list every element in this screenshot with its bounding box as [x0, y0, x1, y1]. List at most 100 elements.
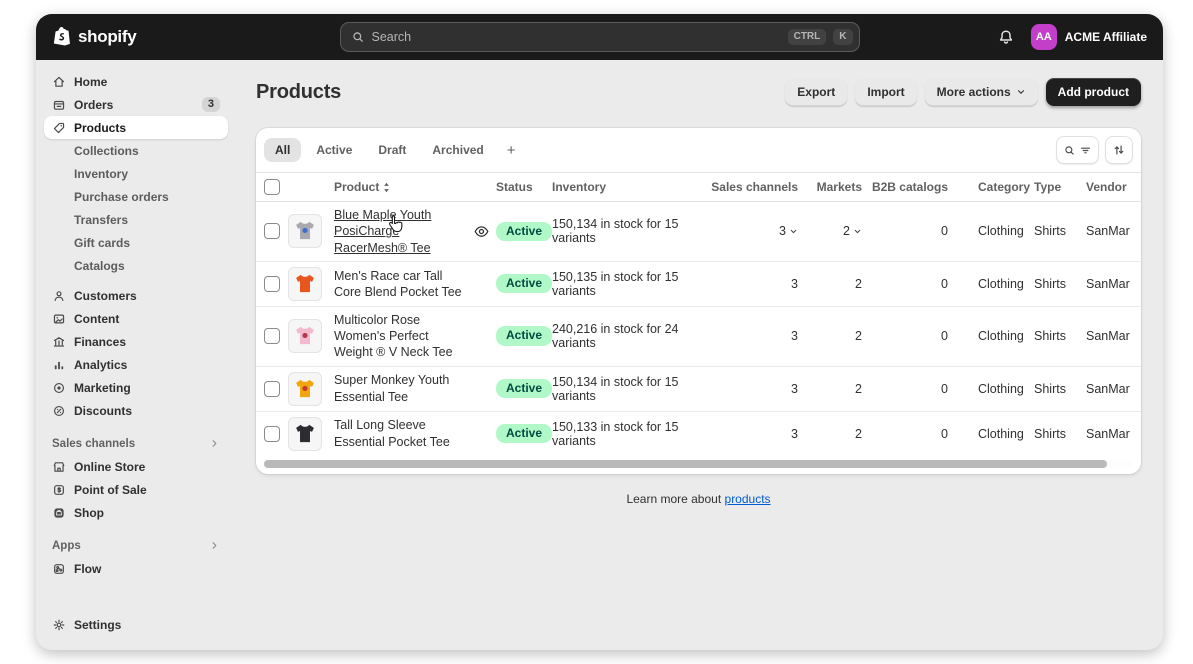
preview-eye-icon[interactable]: [473, 223, 490, 240]
products-table-card: All Active Draft Archived +: [256, 128, 1141, 474]
b2b-catalogs-cell: 0: [941, 224, 948, 239]
row-checkbox[interactable]: [264, 380, 280, 397]
sidebar-section-sales-channels[interactable]: Sales channels: [44, 432, 228, 455]
markets-cell[interactable]: 2: [855, 381, 862, 396]
sidebar-item-purchase-orders[interactable]: Purchase orders: [74, 189, 169, 204]
tabs-row: All Active Draft Archived +: [256, 128, 1141, 172]
sidebar-item-products[interactable]: Products: [44, 116, 228, 139]
settings-icon: [52, 618, 66, 632]
sidebar-item-online-store[interactable]: Online Store: [44, 455, 228, 478]
sidebar-section-apps[interactable]: Apps: [44, 534, 228, 557]
notification-bell-icon[interactable]: [997, 28, 1015, 46]
sort-button[interactable]: [1105, 136, 1133, 164]
sidebar-item-discounts[interactable]: Discounts: [44, 399, 228, 422]
sales-channels-cell[interactable]: 3: [791, 329, 798, 344]
column-header-b2b-catalogs: B2B catalogs: [871, 180, 948, 194]
type-cell: Shirts: [1034, 329, 1066, 344]
status-badge: Active: [496, 378, 553, 399]
row-checkbox[interactable]: [264, 275, 280, 292]
add-view-button[interactable]: +: [506, 141, 516, 159]
tab-archived[interactable]: Archived: [432, 143, 484, 157]
b2b-catalogs-cell: 0: [941, 381, 948, 396]
shopify-logo[interactable]: shopify: [52, 26, 137, 49]
sidebar-item-marketing[interactable]: Marketing: [44, 376, 228, 399]
sidebar-item-catalogs[interactable]: Catalogs: [74, 258, 125, 273]
search-input[interactable]: Search CTRL K: [339, 22, 860, 52]
import-button[interactable]: Import: [855, 78, 917, 106]
products-icon: [52, 121, 66, 135]
export-button[interactable]: Export: [785, 78, 848, 106]
sales-channels-cell[interactable]: 3: [791, 381, 798, 396]
tab-all[interactable]: All: [264, 138, 302, 162]
sidebar-item-gift-cards[interactable]: Gift cards: [74, 235, 131, 250]
sidebar-item-point-of-sale[interactable]: Point of Sale: [44, 478, 228, 501]
horizontal-scrollbar[interactable]: [264, 459, 1133, 468]
product-thumbnail: [288, 416, 322, 451]
column-header-status: Status: [496, 180, 533, 194]
product-link[interactable]: Men's Race car Tall Core Blend Pocket Te…: [334, 268, 462, 299]
sidebar-item-settings[interactable]: Settings: [44, 613, 228, 636]
sort-arrows-icon: [1114, 145, 1124, 155]
chevron-down-icon: [854, 229, 861, 234]
account-menu[interactable]: AA ACME Affiliate: [1030, 24, 1147, 50]
discounts-icon: [52, 404, 66, 418]
product-link[interactable]: Multicolor Rose Women's Perfect Weight ®…: [334, 312, 453, 360]
filter-icon: [1081, 147, 1090, 153]
vendor-cell: SanMar: [1086, 329, 1130, 344]
sidebar-item-collections[interactable]: Collections: [74, 143, 139, 158]
inventory-cell: 150,135 in stock for 15 variants: [552, 269, 679, 298]
sidebar-item-home[interactable]: Home: [44, 70, 228, 93]
select-all-checkbox[interactable]: [264, 179, 280, 195]
sidebar-item-customers[interactable]: Customers: [44, 284, 228, 307]
table-row: Super Monkey Youth Essential Tee Active …: [256, 365, 1141, 411]
analytics-icon: [52, 358, 66, 372]
tab-draft[interactable]: Draft: [378, 143, 407, 157]
sidebar-item-transfers[interactable]: Transfers: [74, 212, 129, 227]
chevron-right-icon: [212, 542, 217, 549]
column-header-type: Type: [1034, 180, 1062, 194]
sidebar-item-finances[interactable]: Finances: [44, 330, 228, 353]
sidebar-item-orders[interactable]: Orders 3: [44, 93, 228, 116]
markets-cell[interactable]: 2: [855, 276, 862, 291]
markets-cell[interactable]: 2: [855, 329, 862, 344]
markets-cell[interactable]: 2: [855, 426, 862, 441]
sidebar-item-inventory[interactable]: Inventory: [74, 166, 129, 181]
markets-cell[interactable]: 2: [798, 224, 862, 238]
sidebar-item-content[interactable]: Content: [44, 307, 228, 330]
search-placeholder: Search: [371, 30, 412, 44]
sidebar-item-analytics[interactable]: Analytics: [44, 353, 228, 376]
product-link[interactable]: Tall Long Sleeve Essential Pocket Tee: [334, 418, 450, 449]
product-link[interactable]: Super Monkey Youth Essential Tee: [334, 373, 450, 404]
row-checkbox[interactable]: [264, 328, 280, 345]
marketing-icon: [52, 381, 66, 395]
chevron-right-icon: [212, 440, 217, 447]
row-checkbox[interactable]: [264, 425, 280, 442]
customers-icon: [52, 289, 66, 303]
add-product-button[interactable]: Add product: [1045, 78, 1141, 106]
sidebar: Home Orders 3 Products Collections Inven…: [36, 60, 236, 650]
inventory-cell: 150,133 in stock for 15 variants: [552, 419, 679, 448]
category-cell: Clothing: [978, 276, 1024, 291]
tab-active[interactable]: Active: [316, 143, 353, 157]
column-header-markets: Markets: [816, 180, 862, 194]
column-header-inventory: Inventory: [552, 180, 607, 194]
chevron-down-icon: [790, 229, 797, 234]
sales-channels-cell[interactable]: 3: [791, 276, 798, 291]
account-name: ACME Affiliate: [1064, 30, 1147, 44]
orders-icon: [52, 98, 66, 112]
sidebar-item-shop[interactable]: Shop: [44, 501, 228, 524]
flow-icon: [52, 562, 66, 576]
row-checkbox[interactable]: [264, 223, 280, 240]
products-help-link[interactable]: products: [724, 491, 771, 506]
category-cell: Clothing: [978, 426, 1024, 441]
shopify-admin-window: shopify Search CTRL K AA ACME Affiliate …: [36, 14, 1163, 650]
column-header-product[interactable]: Product: [334, 180, 466, 194]
category-cell: Clothing: [978, 329, 1024, 344]
sales-channels-cell[interactable]: 3: [791, 426, 798, 441]
sales-channels-cell[interactable]: 3: [722, 224, 798, 238]
sidebar-item-flow[interactable]: Flow: [44, 557, 228, 580]
product-link[interactable]: Blue Maple Youth PosiCharge RacerMesh® T…: [334, 208, 432, 255]
more-actions-button[interactable]: More actions: [924, 78, 1038, 106]
search-filter-button[interactable]: [1056, 136, 1099, 164]
scrollbar-thumb[interactable]: [264, 459, 1107, 468]
